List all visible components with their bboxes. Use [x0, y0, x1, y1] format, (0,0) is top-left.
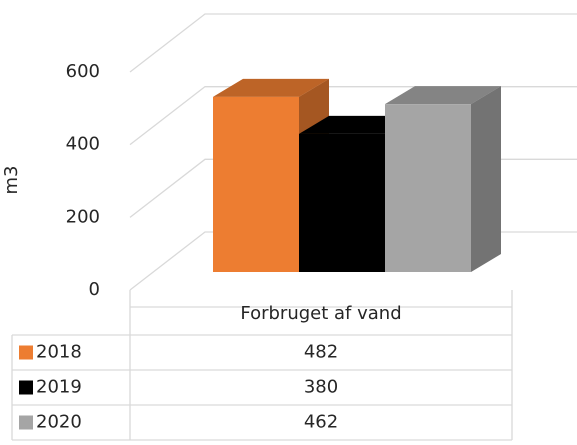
- table-value: 482: [304, 342, 338, 363]
- y-tick-label: 200: [66, 206, 100, 227]
- table-value: 462: [304, 412, 338, 433]
- category-label: Forbruget af vand: [240, 303, 401, 324]
- bar-top: [385, 86, 501, 105]
- grid-line: [129, 13, 577, 73]
- legend-label: 2019: [36, 377, 82, 398]
- bar-side-shade: [471, 86, 501, 272]
- y-axis-title: m3: [1, 166, 22, 195]
- legend-swatch: [19, 380, 33, 395]
- bar: [385, 86, 501, 272]
- bar-top-shade: [213, 78, 329, 97]
- table-value: 380: [304, 377, 338, 398]
- y-tick-label: 600: [66, 61, 100, 82]
- bar-front: [213, 96, 299, 272]
- bar-top: [213, 78, 329, 97]
- y-tick-label: 0: [89, 279, 100, 300]
- legend-label: 2018: [36, 342, 82, 363]
- legend-swatch: [19, 345, 33, 360]
- bar-side: [471, 86, 501, 272]
- legend-swatch: [19, 415, 33, 430]
- legend-label: 2020: [36, 412, 82, 433]
- bar: [213, 78, 329, 272]
- bar-front: [385, 104, 471, 272]
- y-tick-label: 400: [66, 134, 100, 155]
- bar-front: [299, 133, 385, 272]
- bar-top-shade: [385, 86, 501, 105]
